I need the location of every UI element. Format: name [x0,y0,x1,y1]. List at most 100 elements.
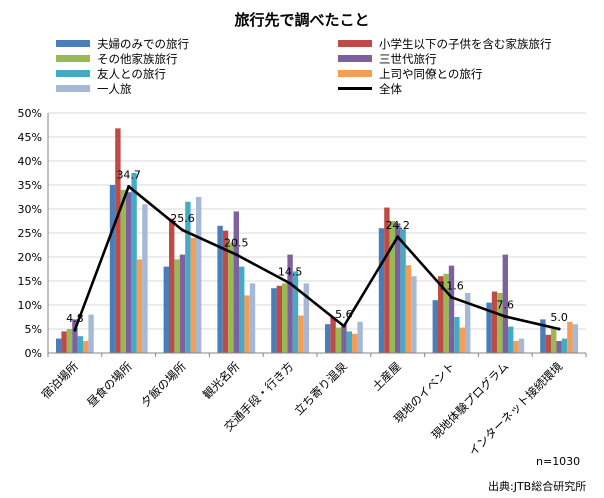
y-tick-label: 50% [18,107,42,120]
y-tick-label: 10% [18,299,42,312]
x-tick-label: 夕飯の場所 [138,359,189,410]
bar [572,324,578,353]
bar [513,341,519,353]
total-point [288,281,292,285]
legend-label-solo: 一人旅 [97,82,132,96]
bar [357,321,363,353]
legend-swatch-friends [56,70,90,77]
bar [61,331,67,353]
total-data-label: 25.6 [170,212,195,225]
total-point [503,315,507,319]
y-tick-label: 0% [25,347,42,360]
bar [384,207,390,353]
bar [233,211,239,353]
legend-swatch-solo [56,85,90,92]
y-tick-label: 30% [18,203,42,216]
total-data-label: 34.7 [116,168,141,181]
total-data-label: 7.6 [497,299,515,312]
bar [454,317,460,353]
bar [244,295,250,353]
total-data-label: 24.2 [385,219,410,232]
legend-label-family-with-kids: 小学生以下の子供を含む家族旅行 [379,37,552,51]
bar [196,197,202,353]
bar [83,341,89,353]
bar [282,283,288,353]
legend-swatch-colleagues [338,70,372,77]
total-point [557,327,561,331]
bar [346,331,352,353]
total-line [73,185,560,331]
bar [303,283,309,353]
chart-title: 旅行先で調べたこと [234,11,370,29]
x-tick-label: 昼食の場所 [84,359,135,410]
total-data-label: 14.5 [278,265,303,278]
bar [389,221,395,353]
bar [72,319,78,353]
bar [556,341,562,353]
bar [448,265,455,353]
bar [120,189,126,353]
bar [126,192,132,353]
bar [142,204,148,353]
bar [174,259,180,353]
bar [56,338,62,353]
bar [298,315,304,353]
bar [325,324,331,353]
bar [330,317,336,353]
bar-series [56,128,578,353]
bar [502,254,508,353]
bar [405,265,412,353]
bar [352,333,358,353]
y-tick-label: 20% [18,251,42,264]
legend-label-three-generation: 三世代旅行 [379,52,437,66]
bar [217,225,223,353]
bar [169,218,175,353]
total-data-label: 5.0 [550,311,568,324]
y-tick-label: 45% [18,131,42,144]
total-point [396,235,400,239]
bar [239,266,245,353]
bar [465,293,471,353]
total-point [181,228,184,232]
y-tick-label: 40% [18,155,42,168]
y-tick-label: 15% [18,275,42,288]
x-tick-label: 土産屋 [370,359,404,393]
y-tick-label: 25% [18,227,42,240]
total-data-label: 20.5 [224,237,249,250]
total-line-series: 4.8 34.7 25.6 20.5 14.5 5.6 24.2 11.6 7.6 5.0 [66,168,568,332]
x-tick-label: 立ち寄り温泉 [291,359,350,418]
bar [88,314,94,353]
bar [276,285,282,353]
legend-swatch-couple [56,40,90,47]
legend-label-total: 全体 [379,82,402,96]
bar [508,326,514,353]
y-tick-label: 35% [18,179,42,192]
total-point [127,184,131,188]
total-data-label: 4.8 [66,312,84,325]
bar [540,319,546,353]
bar [395,223,401,353]
total-point [234,253,238,257]
x-tick-label: 観光名所 [200,359,243,402]
bar [249,283,256,353]
total-data-label: 11.6 [439,279,464,292]
bar [292,271,299,353]
bar [287,254,293,353]
bar [497,293,503,353]
bar [400,229,406,353]
bar [341,324,347,353]
legend-label-colleagues: 上司や同僚との旅行 [379,67,483,81]
bar [459,327,465,353]
bar [77,336,83,353]
total-point [342,324,346,328]
legend-label-other-family: その他家族旅行 [97,52,178,66]
bar [545,334,551,353]
bar [136,259,143,353]
bar [518,338,525,353]
x-tick-label: インターネット接続環境 [466,359,565,458]
bar [222,230,229,353]
x-tick-label: 宿泊場所 [39,359,82,402]
bar [109,185,116,353]
bar [115,128,121,353]
